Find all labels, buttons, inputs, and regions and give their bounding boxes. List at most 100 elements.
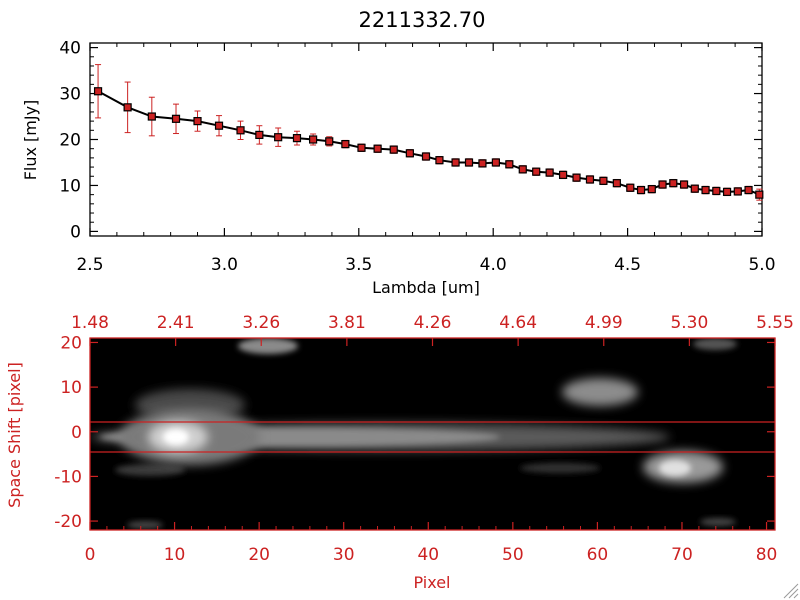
flux-data-point <box>669 179 678 188</box>
flux-data-point <box>712 186 721 196</box>
flux-data-point <box>755 190 764 199</box>
image-x-axis: 0 10 20 30 40 50 60 70 80 <box>85 522 778 565</box>
flux-data-point <box>236 126 245 135</box>
faint-streak-lower-left <box>115 464 185 476</box>
flux-data-point <box>690 184 699 193</box>
image-y-axis: -20 -10 0 10 20 <box>54 333 775 532</box>
image-top-tick-label: 5.30 <box>670 313 708 333</box>
flux-data-point <box>722 187 732 196</box>
flux-data-point <box>744 185 753 195</box>
flux-x-tick-label: 3.5 <box>345 255 372 275</box>
image-x-tick-label: 80 <box>756 545 778 565</box>
flux-data-point <box>123 103 132 112</box>
main-trace-peak <box>163 429 189 445</box>
image-top-tick-label: 4.26 <box>414 313 452 333</box>
flux-data-point <box>171 114 181 123</box>
flux-data-point <box>518 165 527 174</box>
lower-right-blob-core <box>659 460 691 476</box>
flux-data-point <box>93 87 103 96</box>
image-x-tick-label: 30 <box>333 545 355 565</box>
flux-error-bars <box>95 64 763 201</box>
image-x-tick-label: 10 <box>164 545 186 565</box>
flux-y-tick-label: 40 <box>59 39 81 59</box>
flux-data-point <box>451 158 460 167</box>
image-y-tick-label: -20 <box>54 512 82 532</box>
flux-data-point <box>612 179 621 188</box>
flux-data-point <box>325 137 334 146</box>
flux-data-point <box>214 121 224 130</box>
flux-data-point <box>373 144 382 153</box>
flux-y-label: Flux [mJy] <box>21 100 40 181</box>
flux-series-line <box>97 90 760 196</box>
image-x-tick-label: 50 <box>502 545 524 565</box>
flux-data-point <box>464 158 474 167</box>
flux-data-point <box>572 173 581 182</box>
flux-x-tick-label: 2.5 <box>76 255 103 275</box>
top-left-blob <box>238 338 298 354</box>
flux-data-point <box>599 176 608 185</box>
flux-data-point <box>389 145 398 154</box>
flux-data-point <box>309 135 318 144</box>
flux-y-tick-label: 10 <box>59 176 81 196</box>
flux-x-label: Lambda [um] <box>372 278 480 297</box>
flux-data-point <box>292 134 302 143</box>
flux-data-point <box>147 112 156 121</box>
image-top-tick-label: 2.41 <box>157 313 195 333</box>
flux-data-point <box>357 143 366 152</box>
flux-data-point <box>647 185 656 194</box>
image-x-label: Pixel <box>413 573 450 592</box>
faint-blob-bottom-left <box>127 521 163 529</box>
flux-y-tick-label: 20 <box>59 131 81 151</box>
flux-y-tick-label: 0 <box>70 222 81 242</box>
flux-data-point <box>558 170 568 179</box>
flux-data-point <box>255 130 264 140</box>
flux-data-point <box>505 160 514 169</box>
image-top-tick-label: 3.26 <box>242 313 280 333</box>
flux-y-axis: 0 10 20 30 40 <box>59 39 762 242</box>
image-y-tick-label: -10 <box>54 467 82 487</box>
flux-data-point <box>421 152 431 161</box>
chart-title: 2211332.70 <box>359 8 486 32</box>
flux-data-point <box>679 180 689 189</box>
resize-grip-icon[interactable] <box>783 583 799 599</box>
flux-data-point <box>658 180 667 189</box>
upper-right-blob <box>562 378 638 406</box>
flux-data-point <box>733 187 742 196</box>
image-y-tick-label: 0 <box>71 423 82 443</box>
spectral-image: 0 10 20 30 40 50 60 70 80 1.48 2.41 3.26 3.81 4.26 4.… <box>54 313 794 565</box>
flux-data-point <box>636 185 646 195</box>
flux-plot-frame <box>89 42 763 237</box>
flux-data-point <box>701 185 710 195</box>
image-x-tick-label: 20 <box>248 545 270 565</box>
flux-x-axis: 2.5 3.0 3.5 4.0 4.5 5.0 <box>76 43 776 275</box>
image-sources <box>90 338 737 529</box>
image-top-tick-label: 4.99 <box>585 313 623 333</box>
flux-data-point <box>405 149 414 158</box>
image-top-wavelength-axis: 1.48 2.41 3.26 3.81 4.26 4.64 4.99 5.30 5.55 <box>71 313 794 346</box>
top-right-blob <box>693 338 737 350</box>
image-top-tick-label: 4.64 <box>499 313 537 333</box>
flux-data-point <box>274 133 283 142</box>
flux-data-point <box>193 117 202 126</box>
flux-plot: 2.5 3.0 3.5 4.0 4.5 5.0 0 10 20 30 40 <box>59 39 775 275</box>
flux-data-point <box>435 156 444 165</box>
flux-y-tick-label: 30 <box>59 85 81 105</box>
flux-data-point <box>491 158 500 167</box>
flux-data-point <box>626 183 635 192</box>
image-x-tick-label: 40 <box>417 545 439 565</box>
image-y-label: Space Shift [pixel] <box>5 362 24 508</box>
flux-x-tick-label: 3.0 <box>211 255 238 275</box>
flux-data-point <box>532 167 541 176</box>
flux-x-tick-label: 4.5 <box>614 255 641 275</box>
image-top-tick-label: 5.55 <box>756 313 794 333</box>
flux-data-point <box>585 175 595 184</box>
flux-x-tick-label: 5.0 <box>748 255 775 275</box>
image-y-tick-label: 20 <box>60 333 82 353</box>
flux-data-point <box>545 168 554 177</box>
image-x-tick-label: 60 <box>587 545 609 565</box>
faint-blob-bottom-right <box>700 518 736 526</box>
image-top-tick-label: 3.81 <box>328 313 366 333</box>
faint-streak-lower-mid <box>520 463 600 473</box>
flux-x-tick-label: 4.0 <box>480 255 507 275</box>
